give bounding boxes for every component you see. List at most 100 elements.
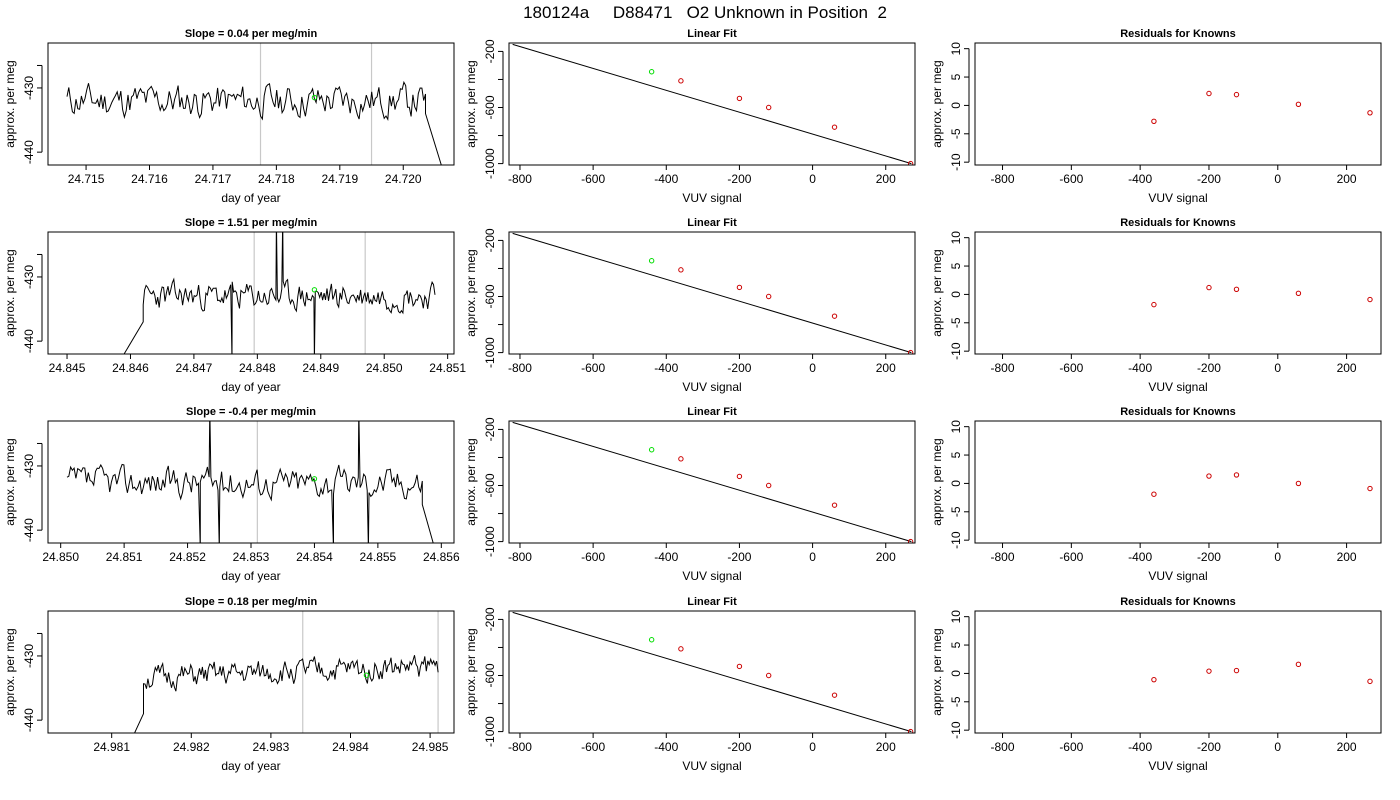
x-axis-label: day of year [221,191,280,205]
x-tick-label: 24.984 [332,740,369,754]
panel-title: Residuals for Knowns [1120,596,1236,608]
x-tick-label: -400 [1128,361,1152,375]
known-point [765,104,772,111]
x-tick-label: 24.983 [253,740,290,754]
fit-line [512,232,912,354]
x-tick-label: 24.850 [366,361,403,375]
panel-residuals-3: Residuals for Knowns approx. per meg VUV s… [930,406,1382,583]
x-tick-label: 200 [876,550,896,564]
y-tick-label: 0 [949,670,963,677]
x-tick-label: 24.849 [302,361,339,375]
residual-point [1367,678,1373,685]
x-axis-label: VUV signal [1148,569,1207,583]
x-tick-label: 24.848 [239,361,276,375]
y-tick-label: -10 [949,342,963,360]
y-tick-label: -5 [949,317,963,328]
known-point [736,284,743,291]
y-axis-label: approx. per meg [930,60,944,147]
known-point [831,124,838,130]
panel-title: Residuals for Knowns [1120,28,1236,40]
x-tick-label: -400 [654,361,678,375]
plot-area [66,43,442,165]
plot-frame [974,420,1382,544]
x-tick-label: -200 [1197,740,1221,754]
x-tick-label: 0 [809,361,816,375]
y-tick-label: -430 [22,76,36,100]
residual-point [1206,90,1212,97]
x-axis-label: VUV signal [682,569,741,583]
x-tick-label: 24.718 [258,172,295,186]
x-tick-label: 0 [1274,740,1281,754]
residual-point [1367,110,1373,116]
plot-frame [508,610,916,734]
x-tick-label: -200 [727,550,751,564]
x-axis-label: VUV signal [1148,191,1207,205]
x-tick-label: 24.845 [49,361,86,375]
panel-residuals-4: Residuals for Knowns approx. per meg VUV s… [930,596,1382,773]
y-tick-label: -10 [949,721,963,739]
residual-point [1295,290,1302,296]
y-tick-label: -440 [22,329,36,353]
unknown-point [311,476,318,482]
y-tick-label: 10 [949,420,963,434]
plot-area [512,611,914,733]
x-tick-label: -400 [654,172,678,186]
residual-point [1295,661,1302,668]
residual-point [1367,296,1373,303]
x-tick-label: -400 [1128,172,1152,186]
x-tick-label: 24.851 [429,361,466,375]
y-tick-label: -600 [483,663,497,687]
x-tick-label: 0 [809,172,816,186]
drift-trace [134,655,439,733]
x-tick-label: -600 [1059,361,1083,375]
x-tick-label: 0 [809,550,816,564]
x-tick-label: 24.715 [68,172,105,186]
y-tick-label: 10 [949,42,963,56]
y-axis-label: approx. per meg [464,60,478,147]
y-tick-label: 5 [949,451,963,458]
panel-drift-3: Slope = -0.4 per meg/min approx. per meg d… [3,406,460,583]
y-tick-label: -430 [22,644,36,668]
x-tick-label: -600 [581,361,605,375]
x-tick-label: -600 [1059,172,1083,186]
plot-area [512,43,914,165]
known-point [678,456,684,462]
residual-point [1151,118,1157,125]
x-axis-label: VUV signal [1148,759,1207,773]
x-axis-label: VUV signal [682,759,741,773]
panel-drift-2: Slope = 1.51 per meg/min approx. per meg d… [3,217,466,394]
plot-area [66,421,434,543]
plot-frame [974,610,1382,734]
x-tick-label: -800 [991,361,1015,375]
fit-line [512,421,912,543]
plot-area [512,421,914,543]
y-axis-label: approx. per meg [930,438,944,525]
x-tick-label: 24.846 [112,361,149,375]
x-axis-label: day of year [221,380,280,394]
residual-point [1367,485,1373,492]
plot-area [1151,284,1373,308]
x-tick-label: 24.981 [93,740,130,754]
x-tick-label: 200 [1337,172,1357,186]
panel-title: Residuals for Knowns [1120,217,1236,229]
x-tick-label: -400 [1128,550,1152,564]
known-point [765,293,772,300]
x-tick-label: 0 [1274,172,1281,186]
panel-title: Slope = -0.4 per meg/min [186,406,316,418]
x-tick-label: -800 [991,172,1015,186]
plot-frame [508,420,916,544]
x-tick-label: -200 [1197,550,1221,564]
y-axis-label: approx. per meg [3,438,17,525]
residual-point [1233,472,1240,478]
y-tick-label: -600 [483,284,497,308]
x-tick-label: 200 [876,361,896,375]
x-axis-label: VUV signal [682,380,741,394]
residual-point [1233,286,1240,293]
y-tick-label: -600 [483,95,497,119]
known-point [678,78,684,84]
y-tick-label: 5 [949,73,963,80]
residual-point [1151,301,1157,308]
x-tick-label: -400 [654,550,678,564]
x-tick-label: 24.719 [321,172,358,186]
drift-trace [66,421,434,543]
